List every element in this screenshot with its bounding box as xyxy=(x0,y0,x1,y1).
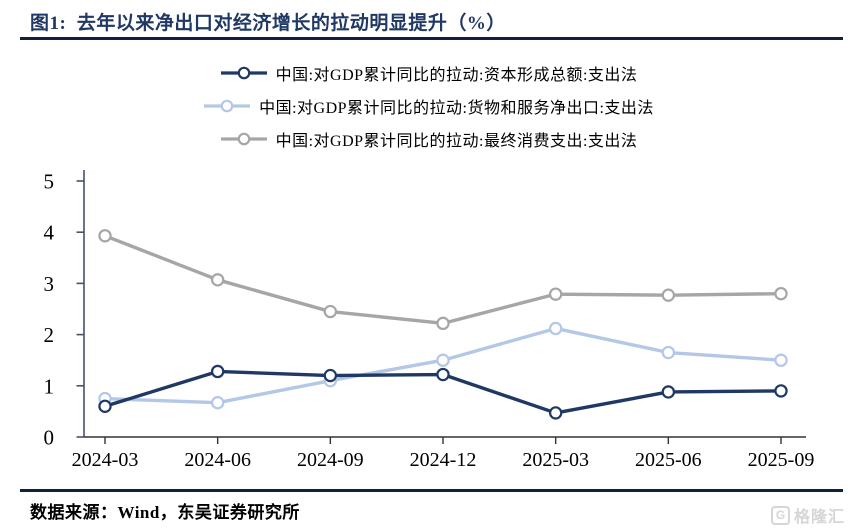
x-tick-label: 2024-09 xyxy=(297,449,364,471)
legend-label: 中国:对GDP累计同比的拉动:货物和服务净出口:支出法 xyxy=(259,99,654,117)
data-source-note: 数据来源：Wind，东吴证券研究所 xyxy=(30,503,300,522)
data-point-s2-0 xyxy=(98,229,112,243)
legend-marker-icon xyxy=(204,99,251,112)
data-point-s1-3 xyxy=(436,353,450,367)
data-point-s2-3 xyxy=(436,316,450,331)
line-chart: 0 1 2 3 4 5 2024-03 2024-06 2024-09 2024-12 2025-0… xyxy=(44,170,815,472)
gelonghui-logo-text: 格隆汇 xyxy=(793,509,845,526)
data-point-s0-0 xyxy=(98,399,112,413)
data-point-s0-4 xyxy=(548,406,563,420)
legend-marker-icon xyxy=(220,132,267,145)
legend-label: 中国:对GDP累计同比的拉动:资本形成总额:支出法 xyxy=(275,66,638,84)
figure-title: 图1: 去年以来净出口对经济增长的拉动明显提升（%） xyxy=(30,13,506,34)
y-tick-label: 3 xyxy=(44,272,55,296)
x-tick-label: 2024-03 xyxy=(72,449,139,471)
data-point-s1-6 xyxy=(774,353,788,367)
legend-item-1: 中国:对GDP累计同比的拉动:货物和服务净出口:支出法 xyxy=(204,89,654,122)
y-tick-label: 5 xyxy=(44,170,55,194)
title-divider xyxy=(20,37,843,40)
x-tick-label: 2024-06 xyxy=(184,449,251,471)
data-point-s0-1 xyxy=(210,364,225,379)
legend-marker-icon xyxy=(220,66,267,79)
data-point-s2-6 xyxy=(774,286,788,301)
gelonghui-logo-icon: G xyxy=(770,505,790,525)
x-tick-label: 2024-12 xyxy=(410,449,477,471)
legend-label: 中国:对GDP累计同比的拉动:最终消费支出:支出法 xyxy=(275,132,638,150)
data-point-s2-1 xyxy=(210,273,225,287)
y-tick-label: 4 xyxy=(44,221,55,245)
data-point-s2-2 xyxy=(323,304,338,319)
chart-legend: 中国:对GDP累计同比的拉动:资本形成总额:支出法 中国:对GDP累计同比的拉动:… xyxy=(0,56,858,155)
y-tick-label: 0 xyxy=(44,426,55,450)
gelonghui-watermark: G 格隆汇 xyxy=(770,503,845,527)
x-tick-label: 2025-03 xyxy=(522,449,589,471)
series-line-2 xyxy=(103,234,783,326)
x-tick-label: 2025-06 xyxy=(635,449,702,471)
y-tick-label: 1 xyxy=(44,374,55,398)
data-point-s0-6 xyxy=(774,384,788,398)
data-point-s1-1 xyxy=(210,395,225,410)
y-tick-label: 2 xyxy=(44,323,55,347)
data-point-s2-5 xyxy=(661,288,676,302)
data-point-s0-2 xyxy=(323,368,338,383)
data-point-s2-4 xyxy=(548,287,563,301)
data-point-s0-3 xyxy=(436,367,450,382)
data-point-s1-4 xyxy=(548,321,563,336)
data-point-s0-5 xyxy=(661,385,676,399)
legend-item-2: 中国:对GDP累计同比的拉动:最终消费支出:支出法 xyxy=(220,122,638,155)
legend-item-0: 中国:对GDP累计同比的拉动:资本形成总额:支出法 xyxy=(220,56,638,89)
x-tick-label: 2025-09 xyxy=(748,449,815,471)
footer-divider xyxy=(20,489,843,492)
data-point-s1-5 xyxy=(661,345,676,360)
